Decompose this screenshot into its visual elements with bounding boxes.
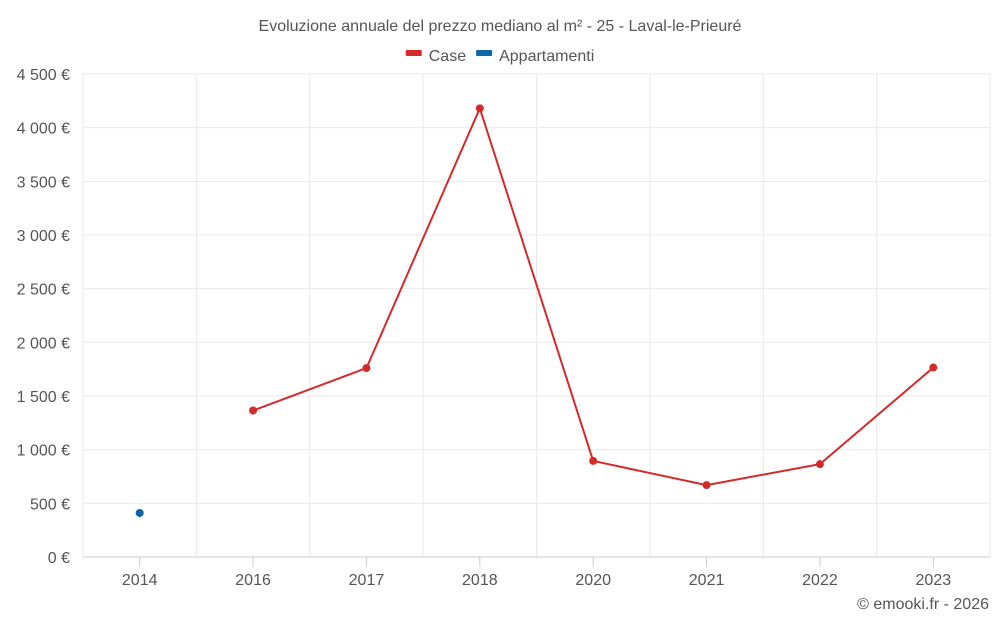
series-appartamenti (135, 508, 144, 517)
y-tick-label-2500: 2 500 € (17, 282, 70, 299)
grid (82, 73, 991, 557)
legend-item-case[interactable]: Case (405, 48, 466, 65)
series-line-case (252, 107, 934, 487)
y-tick-label-4500: 4 500 € (17, 67, 70, 84)
x-tick-label-2021: 2021 (689, 572, 725, 589)
series-layer (135, 104, 938, 517)
data-point-case-2021[interactable] (702, 481, 711, 490)
y-tick-label-4000: 4 000 € (17, 121, 70, 138)
data-point-case-2020[interactable] (589, 456, 598, 465)
x-tick-label-2014: 2014 (122, 572, 158, 589)
x-tick-label-2017: 2017 (349, 572, 385, 589)
data-point-case-2018[interactable] (475, 104, 484, 113)
y-axis: 0 € 500 € 1 000 € 1 500 € 2 000 € 2 500 € 3 00… (17, 67, 70, 567)
x-tick-label-2020: 2020 (575, 572, 611, 589)
y-tick-label-2000: 2 000 € (17, 335, 70, 352)
data-point-case-2017[interactable] (362, 364, 371, 373)
legend[interactable]: Case Appartamenti (405, 48, 595, 65)
legend-item-appartamenti[interactable]: Appartamenti (476, 48, 594, 65)
legend-label-appartamenti: Appartamenti (499, 48, 594, 65)
x-axis: 2014 2016 2017 2018 2020 2021 2022 2023 (83, 556, 990, 589)
x-tick-label-2022: 2022 (802, 572, 838, 589)
data-point-case-2016[interactable] (249, 406, 258, 415)
chart-title: Evoluzione annuale del prezzo mediano al… (259, 18, 742, 35)
y-tick-label-3000: 3 000 € (17, 228, 70, 245)
legend-label-case: Case (429, 48, 466, 65)
y-tick-label-500: 500 € (30, 496, 70, 513)
data-point-case-2023[interactable] (929, 363, 938, 372)
x-tick-label-2018: 2018 (462, 572, 498, 589)
y-tick-label-3500: 3 500 € (17, 174, 70, 191)
data-point-case-2022[interactable] (815, 460, 824, 469)
credit-text: © emooki.fr - 2026 (857, 596, 989, 613)
data-point-appartamenti-2014[interactable] (135, 508, 144, 517)
x-tick-label-2016: 2016 (235, 572, 271, 589)
x-tick-label-2023: 2023 (916, 572, 952, 589)
legend-swatch-case (405, 50, 422, 56)
y-tick-label-1000: 1 000 € (17, 443, 70, 460)
series-case (249, 104, 938, 490)
y-tick-label-0: 0 € (48, 550, 70, 567)
y-tick-label-1500: 1 500 € (17, 389, 70, 406)
legend-swatch-appartamenti (476, 50, 493, 56)
